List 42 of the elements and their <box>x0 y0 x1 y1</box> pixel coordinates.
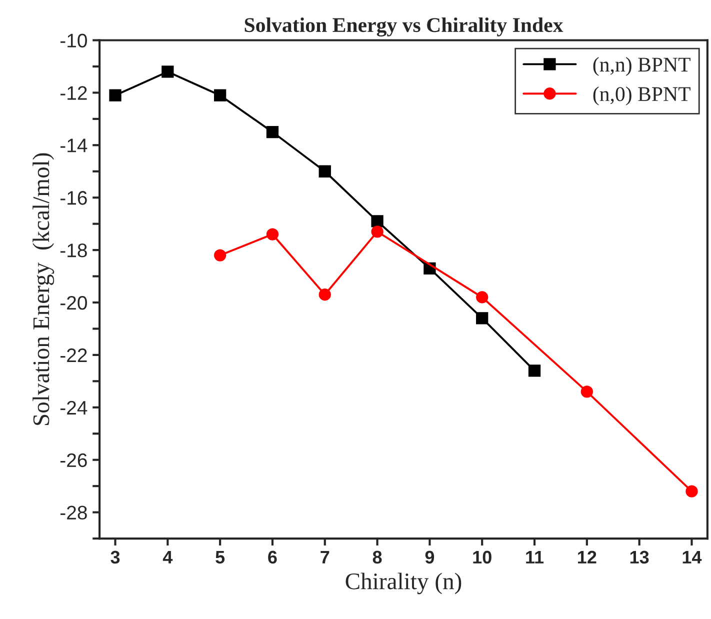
y-tick-label: -12 <box>60 86 87 100</box>
x-tick-label: 6 <box>268 550 277 564</box>
point <box>318 288 331 301</box>
x-tick-label: 13 <box>630 550 649 564</box>
point <box>266 126 279 138</box>
y-tick-label: -20 <box>60 296 87 310</box>
chart-title: Solvation Energy vs Chirality Index <box>244 17 564 36</box>
x-tick-label: 9 <box>425 550 434 564</box>
y-tick-label: -16 <box>60 191 87 205</box>
point <box>476 312 488 324</box>
point <box>686 485 698 498</box>
y-tick-label: -22 <box>60 348 87 362</box>
x-axis-title: Chirality (n) <box>346 572 462 594</box>
y-tick-label: -14 <box>60 138 88 152</box>
x-tick-label: 12 <box>578 550 596 564</box>
x-tick-label: 4 <box>162 551 173 564</box>
point <box>528 364 541 377</box>
x-tick-label: 10 <box>473 550 492 564</box>
point <box>371 226 384 238</box>
x-tick-label: 7 <box>320 551 330 564</box>
point <box>109 89 122 102</box>
point <box>318 165 331 178</box>
y-tick-label: -26 <box>60 453 87 468</box>
point <box>214 89 226 102</box>
y-tick-label: -10 <box>60 34 87 48</box>
legend-label: (n,0) BPNT <box>593 86 690 106</box>
point <box>580 386 593 398</box>
x-tick-label: 11 <box>526 551 544 564</box>
y-axis-title: Solvation Energy (kcal/mol) <box>32 153 54 425</box>
x-tick-label: 14 <box>682 551 702 564</box>
point <box>214 249 226 262</box>
x-tick-label: 8 <box>372 550 382 564</box>
point <box>266 228 279 240</box>
legend-label: (n,n) BPNT <box>593 57 690 76</box>
x-tick-label: 5 <box>216 551 225 564</box>
point <box>162 66 174 78</box>
point <box>371 215 384 228</box>
y-tick-label: -18 <box>60 244 87 258</box>
y-tick-label: -24 <box>60 400 88 414</box>
y-tick-label: -28 <box>60 506 87 520</box>
point <box>476 291 488 304</box>
x-tick-label: 3 <box>110 550 120 564</box>
